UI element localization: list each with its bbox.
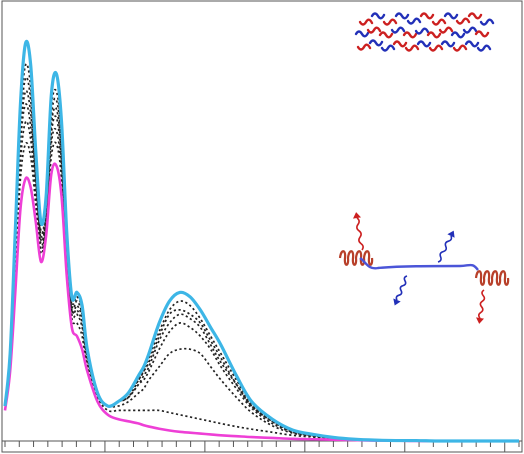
monomer-squiggle bbox=[467, 12, 483, 20]
emission-arrow-left bbox=[356, 217, 364, 251]
monomer-squiggle bbox=[419, 12, 435, 20]
monomer-squiggle bbox=[414, 27, 430, 35]
series-line-intermediate-2 bbox=[4, 76, 519, 442]
monomer-squiggle bbox=[431, 18, 447, 26]
series-line-final bbox=[3, 39, 519, 443]
right-helix bbox=[474, 270, 510, 286]
excitation-arrow-down-head bbox=[393, 298, 401, 306]
series-line-intermediate-5 bbox=[4, 120, 519, 442]
emission-arrow-right bbox=[477, 289, 486, 319]
excitation-arrow-up-head bbox=[447, 230, 455, 238]
series-line-intermediate-1 bbox=[4, 63, 519, 442]
excitation-arrow-down bbox=[395, 275, 408, 301]
monomer-squiggle bbox=[426, 31, 442, 39]
monomer-squiggle bbox=[455, 17, 471, 25]
monomer-squiggle bbox=[440, 40, 456, 48]
monomer-squiggle bbox=[358, 18, 374, 26]
linker-chain bbox=[359, 257, 479, 271]
monomer-squiggle bbox=[378, 31, 394, 39]
monomer-squiggle bbox=[428, 44, 444, 52]
series-layer bbox=[3, 39, 519, 443]
monomer-squiggle bbox=[464, 40, 480, 48]
monomer-squiggle bbox=[450, 31, 466, 39]
monomer-squiggle bbox=[368, 39, 384, 47]
excitation-arrow-up bbox=[437, 235, 453, 263]
emission-arrow-right-head bbox=[476, 317, 484, 324]
monomer-squiggle bbox=[443, 12, 459, 20]
monomer-squiggle bbox=[474, 30, 490, 38]
monomer-squiggle bbox=[354, 30, 370, 38]
series-line-intermediate-4 bbox=[4, 103, 519, 442]
monomer-squiggle bbox=[366, 26, 382, 34]
left-helix bbox=[338, 250, 374, 266]
monomer-squiggle bbox=[402, 31, 418, 39]
monomer-squiggle bbox=[394, 12, 410, 20]
monomer-squiggle bbox=[404, 44, 420, 52]
coiled-dimer-schematic bbox=[338, 212, 510, 324]
monomer-squiggle bbox=[356, 43, 372, 51]
monomer-squiggle bbox=[370, 12, 386, 20]
series-line-intermediate-3 bbox=[4, 89, 519, 442]
monomer-squiggle bbox=[479, 18, 495, 26]
monomer-squiggle bbox=[476, 44, 492, 52]
monomer-squiggle bbox=[382, 18, 398, 26]
monomer-squiggle bbox=[452, 44, 468, 52]
monomer-squiggle bbox=[416, 40, 432, 48]
monomer-squiggle bbox=[462, 26, 478, 34]
x-axis-ticks bbox=[4, 441, 520, 452]
monomer-squiggle bbox=[438, 26, 454, 34]
monomer-squiggle bbox=[380, 44, 396, 52]
monomer-squiggle bbox=[406, 17, 422, 25]
monomer-squiggle bbox=[392, 40, 408, 48]
emission-arrow-left-head bbox=[353, 212, 361, 219]
disordered-monomers-inset bbox=[354, 12, 495, 52]
monomer-squiggle bbox=[390, 26, 406, 34]
series-line-intermediate-6 bbox=[4, 141, 519, 442]
